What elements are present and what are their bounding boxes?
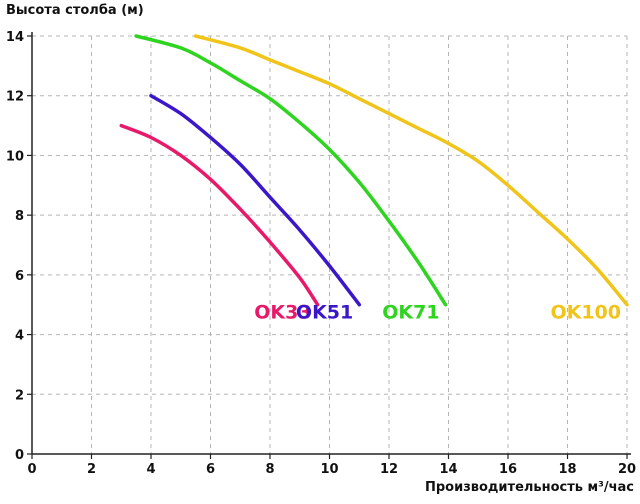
x-tick-label: 16 <box>499 462 517 477</box>
x-tick-label: 2 <box>87 462 96 477</box>
x-tick-label: 4 <box>146 462 155 477</box>
series-line-ok51 <box>149 93 362 307</box>
x-axis-label: Производительность м³/час <box>424 480 634 495</box>
axis-layer: 0 2 4 6 8 10 12 14 16 18 20 0 2 4 6 8 10 12 14 <box>6 30 636 477</box>
y-tick-label: 0 <box>15 448 24 463</box>
series-label-ok51: OK51 <box>296 302 353 324</box>
series-line-ok33 <box>119 123 320 307</box>
series-line-ok100 <box>193 34 629 307</box>
y-tick-label: 8 <box>15 209 24 224</box>
y-tick-label: 2 <box>15 388 24 403</box>
series-label-ok100: OK100 <box>550 302 621 324</box>
x-tick-label: 8 <box>265 462 274 477</box>
x-tick-label: 14 <box>439 462 457 477</box>
x-tick-label: 0 <box>27 462 36 477</box>
y-tick-label: 6 <box>15 269 24 284</box>
series-label-ok71: OK71 <box>382 302 439 324</box>
y-tick-label: 10 <box>6 149 24 164</box>
x-tick-label: 18 <box>558 462 576 477</box>
y-tick-label: 12 <box>6 90 24 105</box>
series-layer <box>119 34 629 307</box>
grid-layer <box>32 35 628 454</box>
x-tick-label: 10 <box>320 462 338 477</box>
series-line-ok71 <box>134 34 448 307</box>
y-tick-label: 4 <box>15 329 24 344</box>
x-tick-label: 12 <box>380 462 398 477</box>
series-label-ok33: OK33 <box>254 302 311 324</box>
x-tick-label: 6 <box>206 462 215 477</box>
x-tick-label: 20 <box>618 462 636 477</box>
y-axis-label: Высота столба (м) <box>6 3 144 18</box>
y-tick-label: 14 <box>6 30 24 45</box>
